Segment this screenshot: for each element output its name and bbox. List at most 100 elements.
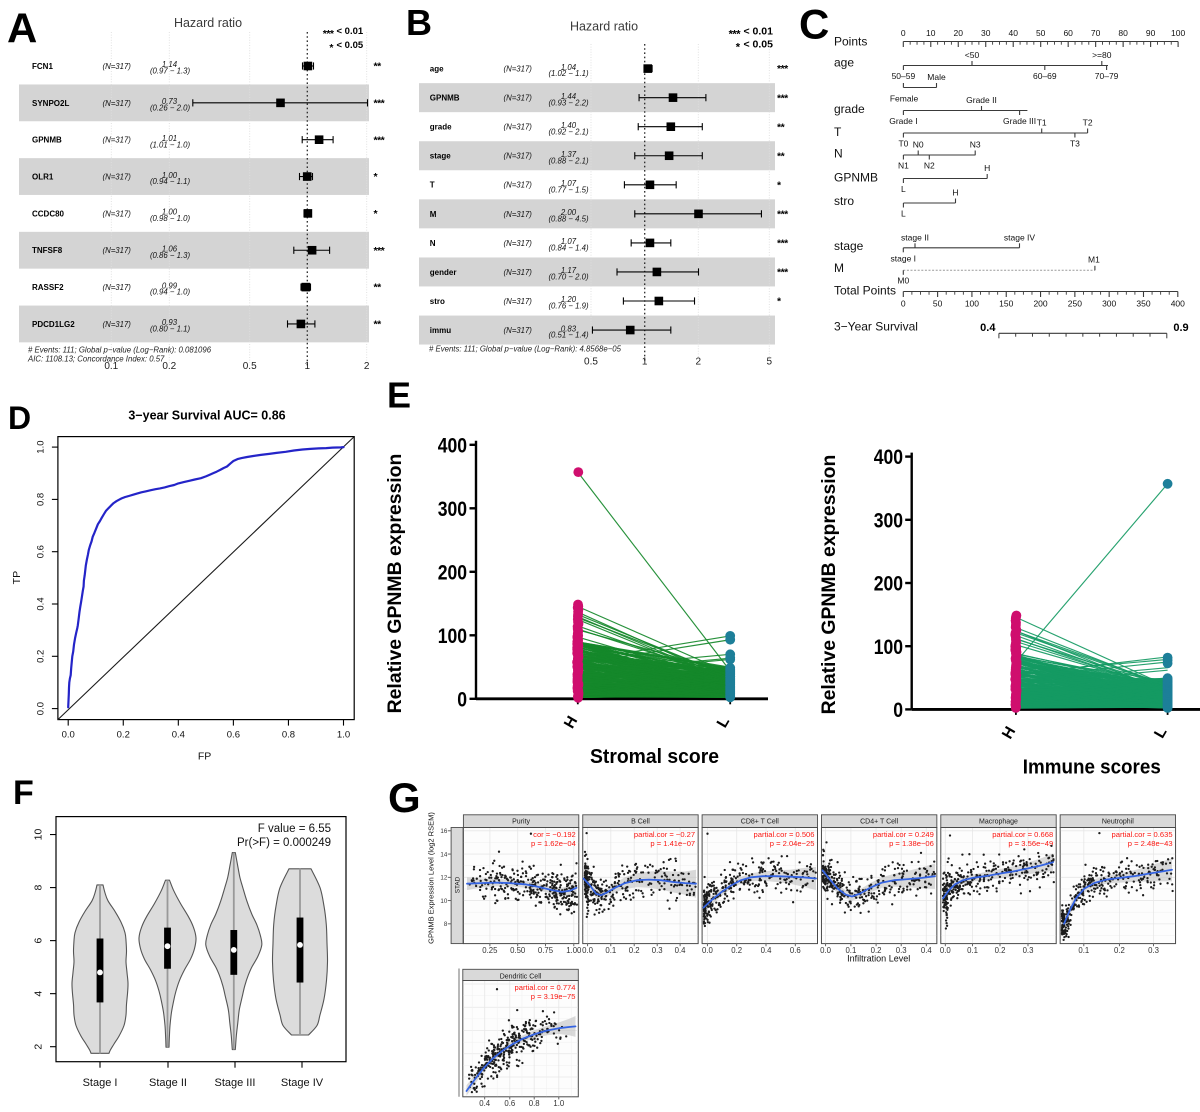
svg-text:(N=317): (N=317) [504, 297, 533, 306]
svg-text:M1: M1 [1088, 255, 1100, 265]
svg-text:3−year Survival AUC= 0.86: 3−year Survival AUC= 0.86 [128, 408, 285, 422]
svg-text:***: *** [777, 208, 789, 220]
svg-text:GPNMB Expression Level (log2 R: GPNMB Expression Level (log2 RSEM) [427, 812, 436, 944]
svg-text:0.2: 0.2 [36, 650, 47, 663]
svg-text:100: 100 [874, 635, 903, 659]
svg-text:stage IV: stage IV [1004, 232, 1036, 242]
svg-text:1.37: 1.37 [561, 150, 577, 159]
svg-text:(N=317): (N=317) [504, 268, 533, 277]
svg-text:Relative GPNMB expression: Relative GPNMB expression [818, 455, 840, 715]
svg-text:400: 400 [874, 445, 903, 469]
svg-text:Female: Female [890, 94, 919, 104]
svg-text:0.3: 0.3 [896, 946, 907, 955]
svg-text:400: 400 [1171, 299, 1185, 309]
svg-text:Immune scores: Immune scores [1023, 755, 1161, 778]
svg-text:< 0.01: < 0.01 [744, 26, 774, 38]
svg-text:(0.84 − 1.4): (0.84 − 1.4) [548, 244, 588, 253]
svg-text:0.2: 0.2 [995, 946, 1006, 955]
svg-text:0.1: 0.1 [605, 946, 616, 955]
svg-text:p = 3.56e−49: p = 3.56e−49 [1008, 839, 1053, 848]
svg-text:N: N [834, 147, 843, 161]
svg-text:12: 12 [440, 875, 447, 882]
svg-text:***: *** [323, 28, 335, 40]
svg-text:0.3: 0.3 [652, 946, 663, 955]
svg-text:200: 200 [874, 572, 903, 596]
svg-text:# Events: 111; Global p−value: # Events: 111; Global p−value (Log−Rank)… [429, 345, 622, 354]
svg-text:(N=317): (N=317) [103, 320, 132, 329]
svg-text:**: ** [777, 121, 786, 133]
svg-text:10: 10 [33, 829, 45, 841]
svg-text:8: 8 [444, 921, 448, 928]
svg-text:(N=317): (N=317) [504, 123, 533, 132]
svg-text:1.01: 1.01 [162, 134, 177, 143]
svg-text:**: ** [374, 282, 383, 294]
svg-text:N2: N2 [924, 161, 935, 171]
svg-text:stage II: stage II [901, 232, 929, 242]
svg-text:80: 80 [1118, 28, 1128, 38]
svg-text:100: 100 [965, 299, 979, 309]
svg-text:p = 3.19e−75: p = 3.19e−75 [531, 992, 576, 1001]
svg-text:1.20: 1.20 [561, 295, 577, 304]
svg-text:1.0: 1.0 [553, 1099, 565, 1108]
svg-text:(N=317): (N=317) [504, 181, 533, 190]
svg-text:E: E [387, 375, 411, 416]
svg-text:p = 1.62e−04: p = 1.62e−04 [531, 839, 576, 848]
svg-text:1.00: 1.00 [162, 171, 178, 180]
svg-text:150: 150 [999, 299, 1013, 309]
svg-text:M: M [834, 261, 844, 275]
svg-text:M: M [430, 210, 437, 219]
svg-text:>=80: >=80 [1092, 50, 1112, 60]
svg-text:B Cell: B Cell [631, 819, 650, 826]
svg-text:Stage III: Stage III [215, 1077, 256, 1089]
svg-text:***: *** [777, 267, 789, 279]
svg-text:***: *** [374, 245, 386, 257]
svg-text:grade: grade [834, 102, 865, 116]
svg-text:Grade I: Grade I [889, 116, 917, 126]
svg-text:0.4: 0.4 [172, 730, 185, 741]
svg-text:0.75: 0.75 [538, 946, 554, 955]
svg-text:0.2: 0.2 [117, 730, 130, 741]
svg-text:0.8: 0.8 [36, 493, 47, 506]
svg-text:(0.76 − 1.9): (0.76 − 1.9) [548, 302, 588, 311]
svg-text:**: ** [374, 319, 383, 331]
svg-text:FCN1: FCN1 [32, 62, 53, 71]
svg-text:T: T [834, 125, 842, 139]
svg-text:0.8: 0.8 [282, 730, 295, 741]
svg-text:stro: stro [834, 194, 854, 208]
svg-text:Grade II: Grade II [966, 95, 997, 105]
svg-text:0.1: 0.1 [967, 946, 978, 955]
svg-text:0.25: 0.25 [482, 946, 498, 955]
svg-text:0.4: 0.4 [479, 1099, 491, 1108]
svg-text:0.0: 0.0 [582, 946, 594, 955]
svg-text:Grade III: Grade III [1003, 116, 1036, 126]
svg-text:< 0.05: < 0.05 [744, 39, 774, 51]
svg-text:*: * [374, 208, 379, 220]
svg-text:Pr(>F) = 0.000249: Pr(>F) = 0.000249 [237, 837, 331, 849]
svg-text:60: 60 [1063, 28, 1073, 38]
svg-text:(N=317): (N=317) [103, 62, 132, 71]
svg-text:14: 14 [440, 851, 447, 858]
svg-text:stro: stro [430, 297, 445, 306]
svg-text:0.99: 0.99 [162, 281, 178, 290]
svg-text:(N=317): (N=317) [504, 94, 533, 103]
svg-text:Neutrophil: Neutrophil [1102, 819, 1134, 826]
svg-text:*: * [329, 42, 334, 54]
svg-text:30: 30 [981, 28, 991, 38]
svg-text:0.6: 0.6 [790, 946, 801, 955]
svg-text:*: * [777, 296, 782, 308]
svg-text:**: ** [777, 150, 786, 162]
svg-text:cor = −0.192: cor = −0.192 [533, 830, 576, 839]
svg-text:T: T [430, 181, 435, 190]
svg-text:AIC: 1108.13; Concordance Inde: AIC: 1108.13; Concordance Index: 0.57 [27, 355, 165, 364]
svg-text:0.5: 0.5 [243, 361, 257, 372]
svg-text:0.0: 0.0 [62, 730, 75, 741]
svg-text:Stromal score: Stromal score [590, 745, 719, 768]
svg-text:age: age [430, 65, 444, 74]
svg-text:0.2: 0.2 [1114, 946, 1125, 955]
svg-text:(0.88 − 2.1): (0.88 − 2.1) [548, 156, 588, 165]
svg-text:300: 300 [1102, 299, 1116, 309]
svg-text:70: 70 [1091, 28, 1101, 38]
svg-text:400: 400 [438, 433, 467, 457]
svg-text:GPNMB: GPNMB [430, 94, 460, 103]
svg-text:TP: TP [11, 571, 23, 584]
